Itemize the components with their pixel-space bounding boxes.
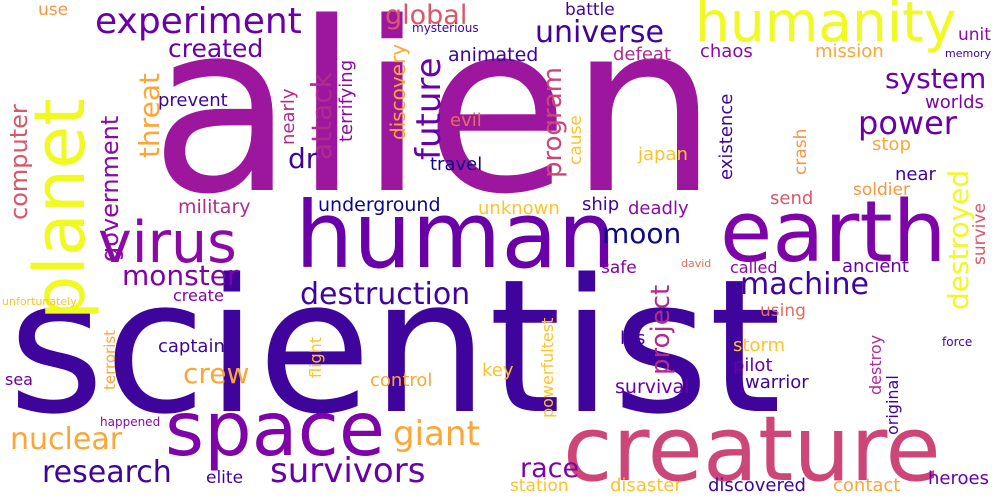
word-project: project bbox=[646, 284, 676, 375]
word-global: global bbox=[385, 0, 468, 31]
word-future: future bbox=[409, 57, 449, 160]
word-experiment: experiment bbox=[95, 1, 302, 42]
word-los: los bbox=[620, 328, 646, 349]
word-giant: giant bbox=[393, 414, 480, 454]
word-space: space bbox=[165, 385, 386, 473]
word-pilot: pilot bbox=[733, 355, 773, 376]
word-nuclear: nuclear bbox=[10, 422, 123, 457]
word-elite: elite bbox=[206, 468, 244, 488]
word-create: create bbox=[173, 286, 224, 305]
word-evil: evil bbox=[450, 110, 482, 131]
word-key: key bbox=[482, 360, 514, 381]
word-japan: japan bbox=[638, 144, 688, 165]
word-storm: storm bbox=[733, 335, 786, 356]
word-race: race bbox=[520, 453, 580, 484]
word-virus: virus bbox=[98, 210, 237, 276]
word-near: near bbox=[895, 164, 936, 185]
word-safe: safe bbox=[601, 258, 637, 278]
word-alien: alien bbox=[150, 0, 719, 246]
word-earth: earth bbox=[720, 183, 947, 282]
word-mission: mission bbox=[815, 41, 884, 62]
word-chaos: chaos bbox=[700, 41, 753, 62]
word-heroes: heroes bbox=[928, 468, 989, 489]
word-destroy: destroy bbox=[866, 334, 885, 395]
word-happened: happened bbox=[100, 415, 161, 429]
word-memory: memory bbox=[945, 47, 991, 60]
word-military: military bbox=[178, 196, 251, 218]
word-destruction: destruction bbox=[300, 277, 471, 312]
word-crash: crash bbox=[791, 128, 811, 175]
word-battle: battle bbox=[565, 0, 615, 20]
word-prevent: prevent bbox=[158, 90, 228, 111]
word-power: power bbox=[858, 104, 957, 142]
word-contact: contact bbox=[833, 475, 901, 496]
word-original: original bbox=[883, 375, 902, 435]
word-survival: survival bbox=[615, 376, 690, 398]
word-travel: travel bbox=[430, 154, 483, 175]
word-computer: computer bbox=[5, 104, 33, 220]
word-disaster: disaster bbox=[610, 475, 682, 496]
word-sea: sea bbox=[5, 370, 33, 389]
word-unit: unit bbox=[958, 25, 991, 45]
word-moon: moon bbox=[602, 217, 682, 250]
word-planet: planet bbox=[19, 98, 101, 320]
word-creature: creature bbox=[563, 397, 941, 500]
word-mysterious: mysterious bbox=[412, 21, 479, 35]
word-created: created bbox=[168, 34, 264, 63]
word-called: called bbox=[730, 258, 778, 277]
word-defeat: defeat bbox=[613, 44, 671, 65]
word-monster: monster bbox=[122, 259, 239, 292]
word-terrorist: terrorist bbox=[101, 329, 119, 390]
word-survive: survive bbox=[970, 203, 990, 265]
word-existence: existence bbox=[716, 93, 737, 180]
word-research: research bbox=[42, 455, 172, 490]
word-ancient: ancient bbox=[842, 256, 909, 277]
word-stop: stop bbox=[872, 134, 911, 155]
word-using: using bbox=[760, 301, 806, 321]
word-captain: captain bbox=[158, 336, 225, 357]
word-discovered: discovered bbox=[708, 475, 806, 496]
word-david: david bbox=[681, 257, 712, 270]
word-underground: underground bbox=[318, 194, 441, 216]
word-unknown: unknown bbox=[478, 198, 560, 219]
word-dr: dr bbox=[288, 142, 318, 175]
word-survivors: survivors bbox=[270, 451, 426, 491]
word-universe: universe bbox=[535, 15, 664, 50]
word-cause: cause bbox=[566, 115, 586, 165]
word-scientist: scientist bbox=[8, 239, 782, 455]
word-government: government bbox=[96, 115, 124, 262]
word-warrior: warrior bbox=[745, 372, 809, 393]
word-ship: ship bbox=[582, 194, 620, 215]
word-worlds: worlds bbox=[925, 92, 984, 113]
word-control: control bbox=[370, 370, 433, 391]
word-system: system bbox=[885, 62, 987, 95]
word-nearly: nearly bbox=[278, 88, 299, 145]
word-send: send bbox=[770, 188, 814, 209]
word-animated: animated bbox=[448, 44, 539, 66]
word-threat: threat bbox=[133, 73, 166, 158]
word-crew: crew bbox=[183, 357, 250, 390]
word-use: use bbox=[38, 0, 69, 20]
word-discovery: discovery bbox=[386, 43, 410, 140]
word-station: station bbox=[510, 476, 569, 496]
word-humanity: humanity bbox=[695, 0, 957, 54]
word-powerfultest: powerfultest bbox=[538, 317, 557, 418]
word-soldier: soldier bbox=[853, 180, 910, 200]
word-human: human bbox=[295, 182, 616, 289]
word-unfortunately: unfortunately bbox=[2, 295, 77, 308]
word-program: program bbox=[538, 67, 568, 178]
word-terrifying: terrifying bbox=[336, 59, 357, 142]
word-machine: machine bbox=[740, 267, 869, 302]
word-deadly: deadly bbox=[628, 198, 689, 219]
word-flight: flight bbox=[306, 336, 325, 378]
word-force: force bbox=[942, 335, 973, 349]
word-destroyed: destroyed bbox=[942, 169, 975, 310]
